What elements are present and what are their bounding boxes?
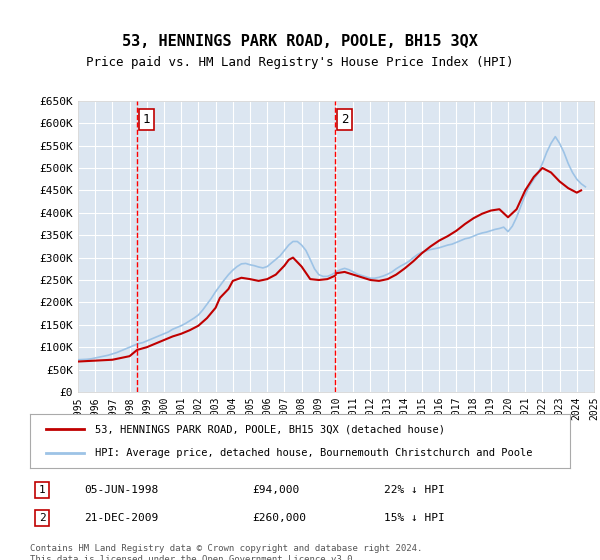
Text: 1: 1	[38, 485, 46, 495]
Text: 53, HENNINGS PARK ROAD, POOLE, BH15 3QX (detached house): 53, HENNINGS PARK ROAD, POOLE, BH15 3QX …	[95, 424, 445, 435]
Text: HPI: Average price, detached house, Bournemouth Christchurch and Poole: HPI: Average price, detached house, Bour…	[95, 447, 532, 458]
Text: 22% ↓ HPI: 22% ↓ HPI	[384, 485, 445, 495]
Text: 2: 2	[341, 113, 348, 126]
Text: Contains HM Land Registry data © Crown copyright and database right 2024.
This d: Contains HM Land Registry data © Crown c…	[30, 544, 422, 560]
Text: 15% ↓ HPI: 15% ↓ HPI	[384, 513, 445, 523]
Text: £260,000: £260,000	[252, 513, 306, 523]
Text: 1: 1	[142, 113, 150, 126]
Text: 05-JUN-1998: 05-JUN-1998	[84, 485, 158, 495]
Text: 53, HENNINGS PARK ROAD, POOLE, BH15 3QX: 53, HENNINGS PARK ROAD, POOLE, BH15 3QX	[122, 34, 478, 49]
Text: Price paid vs. HM Land Registry's House Price Index (HPI): Price paid vs. HM Land Registry's House …	[86, 56, 514, 69]
Text: 2: 2	[38, 513, 46, 523]
Text: 21-DEC-2009: 21-DEC-2009	[84, 513, 158, 523]
Text: £94,000: £94,000	[252, 485, 299, 495]
